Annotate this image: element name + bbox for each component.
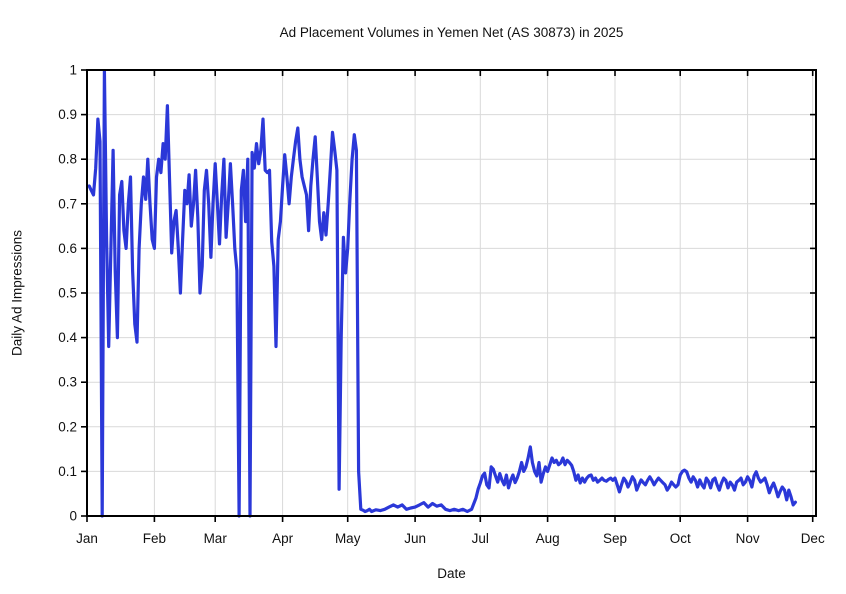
x-tick-label: Oct (670, 531, 691, 546)
x-tick-label: Sep (603, 531, 627, 546)
x-tick-label: Jan (76, 531, 98, 546)
y-tick-label: 0.4 (58, 330, 77, 345)
y-tick-label: 0.5 (58, 286, 77, 301)
grid-lines (86, 69, 816, 517)
x-tick-label: Jul (472, 531, 489, 546)
x-axis-label: Date (437, 566, 466, 581)
x-tick-label: Feb (143, 531, 166, 546)
y-tick-label: 0.3 (58, 375, 77, 390)
x-ticks: Jan Feb Mar Apr May Jun Jul Aug Sep Oct Nov Dec (76, 70, 825, 546)
y-tick-label: 1 (69, 63, 77, 78)
y-tick-label: 0.7 (58, 196, 77, 211)
y-tick-label: 0.6 (58, 241, 77, 256)
x-tick-label: Dec (801, 531, 825, 546)
y-tick-label: 0.8 (58, 152, 77, 167)
chart-title: Ad Placement Volumes in Yemen Net (AS 30… (279, 25, 624, 40)
x-tick-label: Nov (736, 531, 760, 546)
data-line (87, 69, 798, 518)
x-tick-label: Jun (404, 531, 426, 546)
y-tick-label: 0.2 (58, 419, 77, 434)
y-tick-label: 0 (69, 509, 77, 524)
x-tick-label: Mar (204, 531, 228, 546)
x-tick-label: May (335, 531, 361, 546)
x-tick-label: Aug (536, 531, 560, 546)
y-ticks: 0 0.1 0.2 0.3 0.4 0.5 0.6 0.7 0.8 0.9 1 (58, 63, 816, 524)
x-tick-label: Apr (272, 531, 294, 546)
y-tick-label: 0.9 (58, 107, 77, 122)
y-tick-label: 0.1 (58, 464, 77, 479)
